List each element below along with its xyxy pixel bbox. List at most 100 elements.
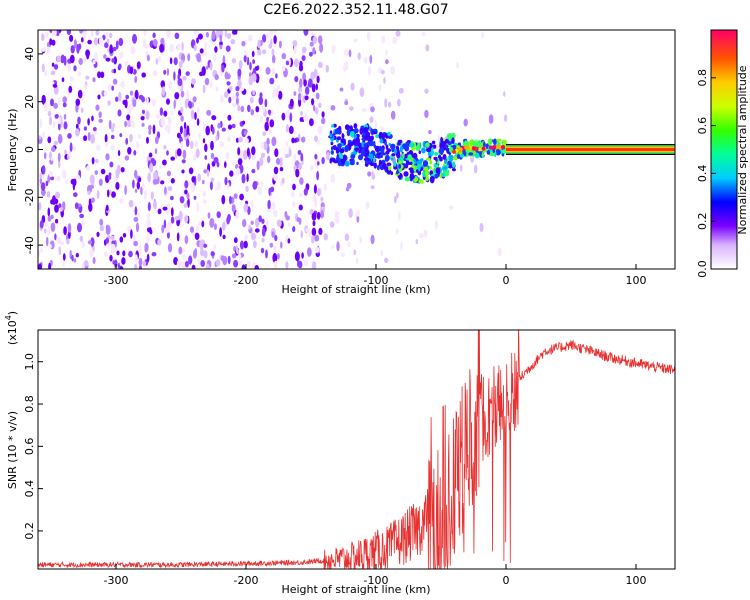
spectrogram-cell (45, 236, 49, 247)
spectrogram-cell (350, 82, 355, 91)
spectrogram-cell (115, 40, 119, 50)
spectrogram-cell (103, 91, 108, 97)
spectrogram-cell (475, 141, 481, 148)
spectrogram-cell (166, 170, 171, 177)
spectrogram-cell (238, 59, 243, 70)
spectrogram-cell (142, 260, 146, 267)
spectrogram-cell (443, 141, 447, 145)
spectrogram-cell (251, 50, 255, 58)
spectrogram-cell (374, 154, 378, 159)
spectrogram-cell (81, 37, 84, 43)
spectrogram-cell (136, 141, 139, 149)
spectrogram-cell (305, 228, 311, 233)
spectrogram-cell (395, 30, 401, 37)
spectrogram-cell (180, 90, 185, 98)
spectrogram-cell (413, 178, 418, 183)
spectrogram-cell (159, 107, 164, 116)
spectrogram-cell (235, 137, 239, 143)
spectrogram-cell (176, 232, 180, 242)
spectrogram-cell (63, 226, 67, 236)
spectrogram-cell (447, 160, 451, 165)
snr-y-ticks: 0.2 0.4 0.6 0.8 1.0 (23, 353, 43, 540)
spectrogram-cell (62, 96, 67, 103)
spectrogram-cell (239, 240, 245, 250)
spectrogram-cell (424, 109, 429, 119)
spectrogram-cell (130, 45, 135, 55)
spectrogram-cell (65, 179, 68, 184)
spectrogram-cell (168, 80, 173, 90)
spectrogram-cell (79, 235, 84, 242)
spectrogram-cell (287, 238, 291, 244)
spectrogram-cell (285, 261, 289, 269)
colorbar-ticks: 0.0 0.2 0.4 0.6 0.8 (696, 69, 716, 278)
spectrogram-cell (387, 101, 392, 108)
spectrogram-cell (233, 237, 238, 244)
spectrogram-cell (199, 239, 204, 250)
spectrogram-cell (211, 30, 216, 40)
spectrogram-cell (94, 51, 99, 62)
spectrogram-cell (126, 226, 132, 232)
spectrogram-cell (69, 76, 74, 82)
spectrogram-cell (187, 53, 191, 62)
spectrogram-cell (388, 165, 392, 171)
spectrogram-cell (344, 160, 350, 167)
spectrogram-cell (119, 198, 124, 204)
spectrogram-cell (340, 138, 346, 144)
spectrogram-cell (425, 170, 429, 177)
spectrogram-cell (270, 186, 275, 193)
spectrogram-cell (53, 64, 59, 70)
snr-y-multiplier-exp: 4 (4, 315, 13, 320)
spectrogram-cell (353, 249, 357, 256)
colorbar-tick-label: 0.4 (696, 165, 709, 183)
spectrogram-cell (105, 224, 109, 232)
spectrogram-cell (54, 233, 57, 241)
spectrogram-cell (107, 48, 110, 53)
spectrogram-cell (113, 68, 117, 74)
spectrogram-cell (373, 128, 378, 132)
spectrogram-cell (66, 30, 72, 35)
spectrogram-cell (298, 192, 304, 198)
spectrogram-cell (64, 149, 67, 155)
spectrogram-cell (176, 85, 182, 90)
spectrogram-cell (288, 125, 294, 135)
spectrogram-cell (259, 114, 263, 123)
spectrogram-cell (456, 61, 459, 70)
spectrogram-cell (129, 90, 134, 96)
spectrogram-cell (405, 141, 410, 145)
spectrogram-cell (92, 59, 96, 65)
spectrogram-cell (435, 143, 440, 152)
spectrogram-cell (141, 122, 145, 127)
spectrogram-cell (157, 56, 162, 63)
spectrogram-cell (273, 35, 277, 45)
spectrogram-cell (202, 84, 206, 94)
spectrogram-cell (250, 109, 255, 116)
spectrogram-cell (87, 39, 92, 45)
spectrogram-cell (53, 140, 59, 146)
y-tick-label: 20 (23, 95, 36, 109)
x-tick-label: 0 (503, 274, 510, 287)
spectrogram-cell (428, 130, 432, 135)
spectrogram-cell (146, 136, 149, 144)
spectrogram-cell (371, 173, 376, 180)
spectrogram-cell (167, 221, 172, 229)
spectrogram-cell (235, 86, 240, 92)
spectrogram-cell (343, 64, 347, 73)
spectrogram-cell (44, 70, 48, 77)
spectrogram-cell (459, 164, 463, 172)
svg-text:(x104): (x104) (4, 311, 19, 345)
spectrogram-cell (249, 61, 252, 71)
spectrogram-cell (247, 104, 251, 113)
spectrogram-cell (386, 162, 392, 167)
spectrogram-cell (275, 73, 278, 79)
spectrogram-cell (337, 143, 342, 149)
spectrogram-cell (385, 150, 390, 155)
spectrogram-cell (46, 191, 51, 198)
spectrogram-cell (306, 247, 312, 257)
spectrogram-cell (247, 34, 253, 42)
spectrogram-cell (104, 133, 108, 144)
spectrogram-cell (100, 168, 106, 175)
spectrogram-cell (329, 133, 333, 138)
spectrogram-cell (113, 56, 117, 65)
spectrogram-cell (298, 85, 303, 94)
spectrogram-cell (209, 218, 215, 228)
